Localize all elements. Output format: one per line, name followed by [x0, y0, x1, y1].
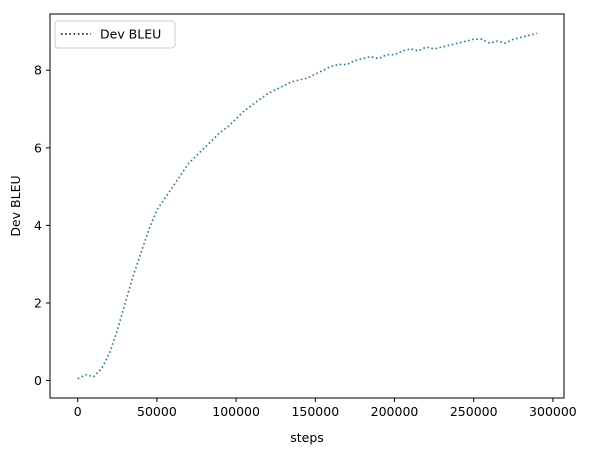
x-tick-label: 50000 — [137, 404, 177, 419]
series-layer — [77, 32, 538, 380]
y-tick-label: 8 — [34, 63, 42, 78]
y-tick-label: 4 — [34, 218, 42, 233]
y-axis: 0 2 4 6 8 — [34, 63, 50, 388]
x-tick-label: 200000 — [371, 404, 419, 419]
y-axis-label: Dev BLEU — [8, 175, 23, 236]
x-axis: 0 50000 100000 150000 200000 250000 300000 — [74, 398, 577, 419]
x-tick-label: 300000 — [529, 404, 577, 419]
series-line-dev-bleu — [77, 32, 538, 380]
legend-box — [54, 20, 176, 49]
legend: Dev BLEU — [54, 20, 176, 49]
x-axis-label: steps — [290, 430, 324, 445]
y-tick-label: 6 — [34, 140, 42, 155]
y-tick-label: 0 — [34, 373, 42, 388]
x-tick-label: 150000 — [291, 404, 339, 419]
y-tick-label: 2 — [34, 295, 42, 310]
x-tick-label: 100000 — [212, 404, 260, 419]
plot-area — [49, 13, 565, 399]
x-tick-label: 0 — [74, 404, 82, 419]
legend-label: Dev BLEU — [100, 27, 161, 42]
x-tick-label: 250000 — [450, 404, 498, 419]
